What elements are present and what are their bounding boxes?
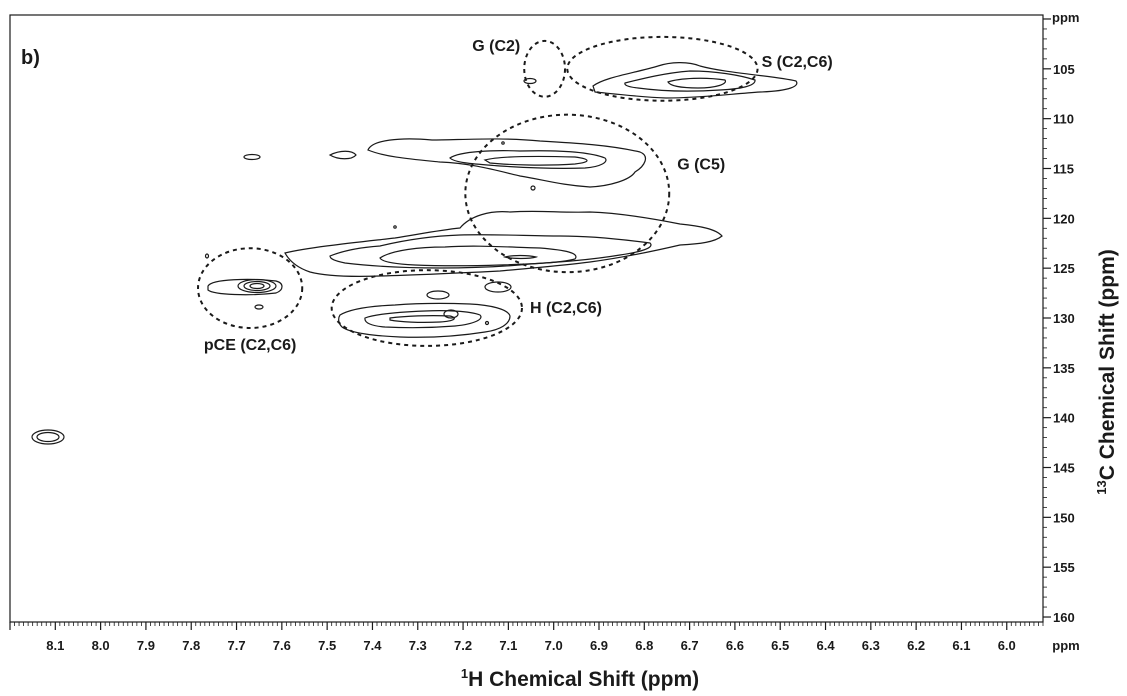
x-tick-label: 7.5 [318, 638, 336, 653]
x-tick-label: 7.3 [409, 638, 427, 653]
x-tick-label: 7.8 [182, 638, 200, 653]
contour-dot [530, 185, 536, 191]
y-axis: 105 110 115 120 125 130 135 140 145 150 155 160 [1043, 18, 1075, 625]
x-axis-title-main: H Chemical Shift (ppm) [468, 668, 699, 691]
x-tick-label: 6.2 [907, 638, 925, 653]
annotation-region [464, 113, 671, 274]
contour-peak-7.72-112 [243, 153, 261, 161]
contour-dot [501, 141, 505, 145]
x-tick-label: 6.7 [681, 638, 699, 653]
contour-central-band [284, 210, 723, 277]
y-tick-label: 115 [1053, 161, 1074, 176]
y-axis-title-sup: 13 [1094, 480, 1109, 494]
x-axis-unit-label: ppm [1052, 638, 1079, 653]
y-tick-label: 130 [1053, 311, 1075, 326]
annotation-label: G (C5) [677, 157, 725, 174]
annotation-region [197, 247, 304, 329]
x-tick-label: 6.6 [726, 638, 744, 653]
x-tick-label: 6.3 [862, 638, 880, 653]
y-axis-unit-label: ppm [1052, 10, 1079, 25]
contour-peak-7.26-126 [426, 290, 450, 300]
x-tick-label: 7.9 [137, 638, 155, 653]
x-tick-label: 8.0 [92, 638, 110, 653]
x-tick-label: 7.2 [454, 638, 472, 653]
y-tick-label: 140 [1053, 411, 1075, 426]
x-tick-label: 6.0 [998, 638, 1016, 653]
y-tick-label: 125 [1053, 261, 1075, 276]
x-tick-label: 7.7 [227, 638, 245, 653]
annotation-label: H (C2,C6) [530, 300, 602, 317]
panel-label: b) [21, 47, 40, 69]
y-tick-label: 145 [1053, 461, 1075, 476]
y-tick-label: 150 [1053, 510, 1075, 525]
contour-dot [393, 225, 397, 229]
annotation-label: pCE (C2,C6) [204, 337, 296, 354]
x-tick-label: 6.5 [771, 638, 789, 653]
contour-peak-8.12-141 [31, 429, 65, 445]
annotation-region [566, 35, 759, 102]
contour-h-c2c6 [338, 302, 511, 338]
y-tick-label: 110 [1053, 112, 1074, 127]
contour-layer [31, 62, 798, 445]
x-axis-title-sup: 1 [461, 666, 468, 681]
x-axis-title: 1H Chemical Shift (ppm) [461, 666, 699, 691]
y-axis-title-main: C Chemical Shift (ppm) [1096, 249, 1119, 480]
x-tick-label: 6.4 [816, 638, 835, 653]
annotation-label: S (C2,C6) [762, 54, 833, 71]
y-axis-title: 13C Chemical Shift (ppm) [1094, 249, 1119, 494]
annotation-region [523, 39, 567, 98]
x-tick-label: 7.6 [273, 638, 291, 653]
annotation-region [330, 269, 523, 347]
contour-peak-pce [204, 253, 283, 310]
x-tick-label: 7.4 [363, 638, 382, 653]
x-tick-label: 6.9 [590, 638, 608, 653]
plot-frame [9, 14, 1044, 623]
x-tick-label: 6.1 [952, 638, 970, 653]
annotation-layer: G (C2) S (C2,C6) G (C5) pCE (C2,C6) H (C2,C6… [197, 35, 833, 354]
contour-peak-7.0-105 [523, 77, 537, 85]
y-tick-label: 155 [1053, 560, 1075, 575]
contour-peak-7.11-125 [484, 281, 512, 293]
x-tick-label: 6.8 [635, 638, 653, 653]
y-tick-label: 135 [1053, 361, 1075, 376]
y-tick-label: 120 [1053, 211, 1075, 226]
contour-g-c5-upper [328, 138, 647, 188]
y-tick-label: 105 [1053, 62, 1075, 77]
y-tick-label: 160 [1053, 610, 1075, 625]
annotation-label: G (C2) [472, 38, 520, 55]
x-tick-label: 8.1 [46, 638, 64, 653]
contour-s-c2c6 [592, 62, 798, 99]
x-axis: 8.1 8.0 7.9 7.8 7.7 7.6 7.5 7.4 7.3 7.2 7.1 7.0 6.9 6… [9, 622, 1044, 653]
x-tick-label: 7.1 [499, 638, 517, 653]
x-tick-label: 7.0 [545, 638, 563, 653]
